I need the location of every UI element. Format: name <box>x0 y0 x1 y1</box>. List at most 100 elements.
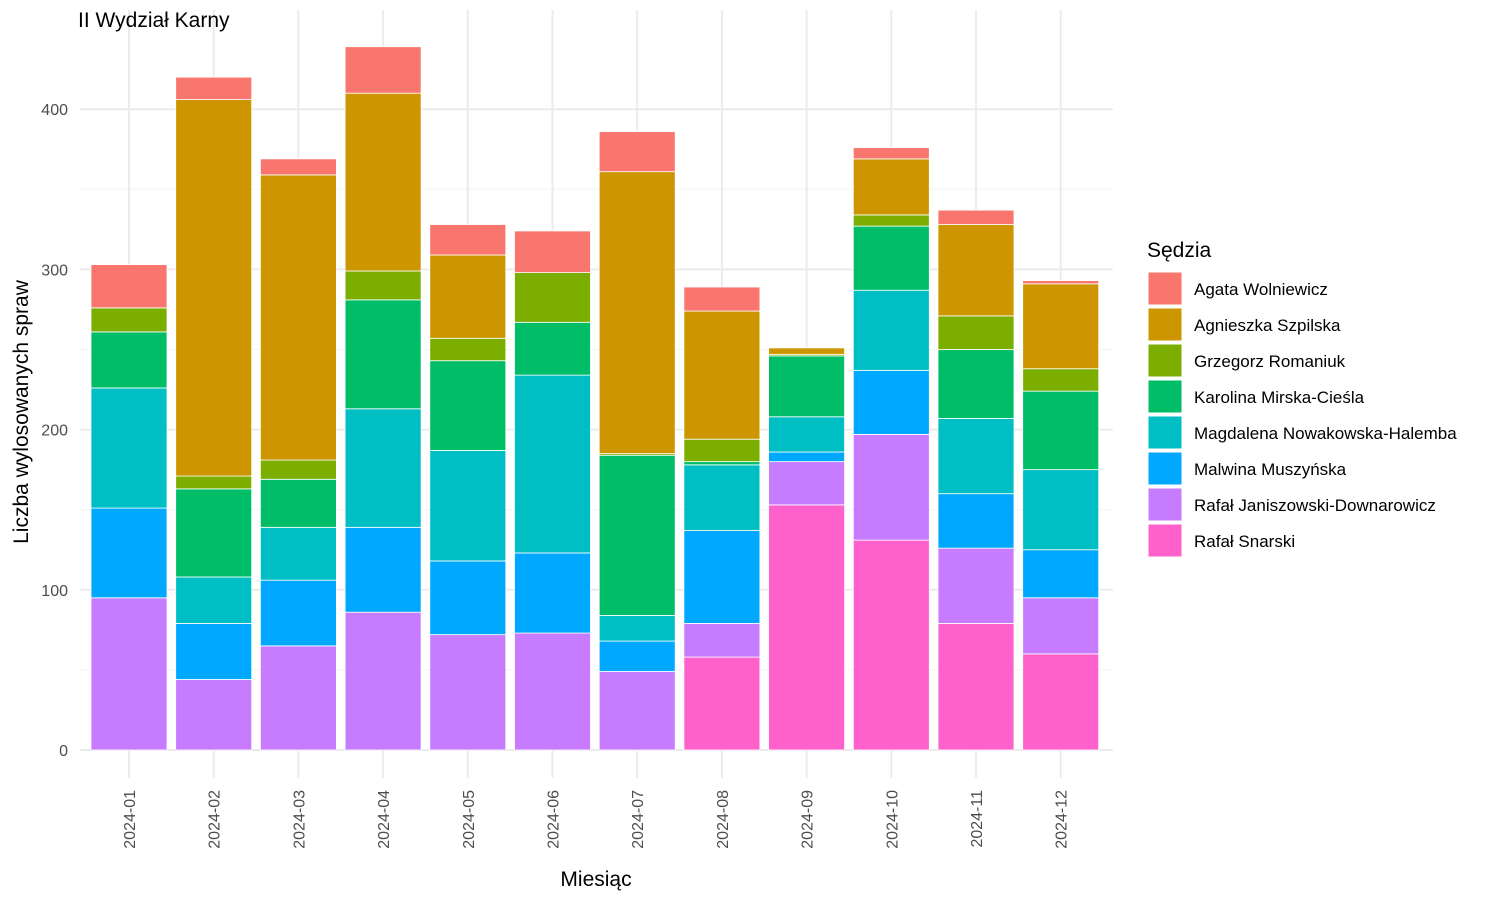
bar-segment: 2024-06 · Rafał Janiszowski-Downarowicz:… <box>514 632 591 751</box>
bar-segment: 2024-03 · Magdalena Nowakowska-Halemba: … <box>259 526 337 581</box>
bar-segment: 2024-11 · Karolina Mirska-Cieśla: 43 <box>937 349 1015 419</box>
legend-item: Agata Wolniewicz <box>1147 271 1328 306</box>
x-tick-label: 2024-08 <box>715 790 732 849</box>
y-tick-label: 200 <box>41 423 68 440</box>
bar-segment: 2024-01 · Magdalena Nowakowska-Halemba: … <box>90 387 168 509</box>
legend-swatch <box>1147 415 1183 450</box>
bar-segment: 2024-12 · Karolina Mirska-Cieśla: 49 <box>1022 390 1100 471</box>
bar-segment: 2024-12 · Grzegorz Romaniuk: 14 <box>1022 368 1100 392</box>
bar-segment: 2024-07 · Agnieszka Szpilska: 176 <box>598 171 676 455</box>
legend-item: Rafał Janiszowski-Downarowicz <box>1147 487 1436 522</box>
bar-segment: 2024-07 · Malwina Muszyńska: 19 <box>598 640 676 672</box>
bar-segment: 2024-08 · Grzegorz Romaniuk: 14 <box>683 438 761 463</box>
bar-segment: 2024-04 · Malwina Muszyńska: 53 <box>344 526 422 613</box>
bar-segment: 2024-09 · Karolina Mirska-Cieśla: 38 <box>768 355 845 418</box>
legend-swatch <box>1147 523 1183 558</box>
bar-segment: 2024-02 · Grzegorz Romaniuk: 8 <box>175 475 253 490</box>
bar-segment: 2024-07 · Rafał Janiszowski-Downarowicz:… <box>598 671 676 751</box>
bar-segment: 2024-07 · Magdalena Nowakowska-Halemba: … <box>598 615 676 642</box>
bar-segment: 2024-08 · Rafał Janiszowski-Downarowicz:… <box>683 623 761 658</box>
bar-segment: 2024-04 · Magdalena Nowakowska-Halemba: … <box>344 408 422 528</box>
x-tick-label: 2024-02 <box>207 790 224 849</box>
bar-segment: 2024-11 · Agata Wolniewicz: 9 <box>937 209 1015 225</box>
x-tick-label: 2024-01 <box>122 790 139 849</box>
legend-label: Rafał Janiszowski-Downarowicz <box>1194 496 1436 515</box>
bar-segment: 2024-12 · Agata Wolniewicz: 2 <box>1022 280 1100 285</box>
bar-segment: 2024-01 · Malwina Muszyńska: 56 <box>90 507 168 599</box>
bar-segment: 2024-01 · Grzegorz Romaniuk: 15 <box>90 307 168 333</box>
bar-segment: 2024-09 · Rafał Janiszowski-Downarowicz:… <box>768 461 845 506</box>
bar-segment: 2024-10 · Malwina Muszyńska: 40 <box>852 369 930 435</box>
bar-segment: 2024-03 · Malwina Muszyńska: 41 <box>259 579 337 647</box>
legend-item: Agnieszka Szpilska <box>1147 307 1341 342</box>
y-tick-label: 100 <box>41 583 68 600</box>
bar-segment: 2024-01 · Agata Wolniewicz: 27 <box>90 264 168 309</box>
bar-segment: 2024-12 · Magdalena Nowakowska-Halemba: … <box>1022 469 1100 551</box>
bar-segment: 2024-04 · Agnieszka Szpilska: 111 <box>344 92 422 272</box>
bar-segment: 2024-04 · Karolina Mirska-Cieśla: 68 <box>344 299 422 410</box>
x-tick-label: 2024-07 <box>630 790 647 849</box>
bar-segment: 2024-08 · Magdalena Nowakowska-Halemba: … <box>683 464 761 531</box>
bar-segment: 2024-01 · Karolina Mirska-Cieśla: 35 <box>90 331 168 389</box>
bar-segment: 2024-11 · Magdalena Nowakowska-Halemba: … <box>937 417 1015 495</box>
legend-title: Sędzia <box>1147 239 1212 262</box>
bar-segment: 2024-08 · Rafał Snarski: 58 <box>683 656 761 751</box>
bar-segment: 2024-04 · Agata Wolniewicz: 29 <box>344 46 422 94</box>
bar-segment: 2024-02 · Malwina Muszyńska: 35 <box>175 623 253 680</box>
bar-segment: 2024-11 · Agnieszka Szpilska: 57 <box>937 224 1015 317</box>
bar-segment: 2024-10 · Rafał Snarski: 131 <box>852 539 930 751</box>
legend-swatch <box>1147 307 1183 342</box>
y-axis-ticks: 0 100 200 300 400 <box>41 102 68 760</box>
bar-segment: 2024-09 · Agnieszka Szpilska: 4 <box>768 347 845 355</box>
bars: 2024-01 · Rafał Janiszowski-Downarowicz:… <box>90 46 1100 751</box>
bar-segment: 2024-08 · Agata Wolniewicz: 15 <box>683 286 761 312</box>
bar-segment: 2024-05 · Grzegorz Romaniuk: 14 <box>429 337 507 362</box>
bar-segment: 2024-05 · Magdalena Nowakowska-Halemba: … <box>429 450 507 562</box>
bar-segment: 2024-05 · Agnieszka Szpilska: 52 <box>429 254 507 339</box>
y-tick-label: 400 <box>41 102 68 119</box>
bar-segment: 2024-11 · Malwina Muszyńska: 34 <box>937 493 1015 549</box>
legend-swatch <box>1147 451 1183 486</box>
legend-swatch <box>1147 379 1183 414</box>
legend-item: Karolina Mirska-Cieśla <box>1147 379 1365 414</box>
bar-segment: 2024-10 · Agata Wolniewicz: 7 <box>852 147 930 160</box>
legend-items: Agata Wolniewicz Agnieszka Szpilska Grzego… <box>1147 271 1457 558</box>
bar-segment: 2024-06 · Magdalena Nowakowska-Halemba: … <box>514 374 591 554</box>
legend-label: Agnieszka Szpilska <box>1194 316 1341 335</box>
bar-segment: 2024-10 · Grzegorz Romaniuk: 7 <box>852 214 930 227</box>
y-tick-label: 0 <box>59 743 68 760</box>
bar-segment: 2024-10 · Agnieszka Szpilska: 35 <box>852 158 930 216</box>
bar-segment: 2024-05 · Malwina Muszyńska: 46 <box>429 560 507 636</box>
bar-segment: 2024-11 · Grzegorz Romaniuk: 21 <box>937 315 1015 350</box>
bar-segment: 2024-11 · Rafał Janiszowski-Downarowicz:… <box>937 547 1015 624</box>
legend-swatch <box>1147 343 1183 378</box>
y-tick-label: 300 <box>41 262 68 279</box>
bar-segment: 2024-02 · Agnieszka Szpilska: 235 <box>175 99 253 477</box>
bar-segment: 2024-12 · Rafał Janiszowski-Downarowicz:… <box>1022 597 1100 655</box>
legend: Sędzia Agata Wolniewicz Agnieszka Szpilsk… <box>1147 239 1457 558</box>
bar-segment: 2024-02 · Karolina Mirska-Cieśla: 55 <box>175 488 253 578</box>
y-axis-label: Liczba wylosowanych spraw <box>10 279 33 544</box>
bar-segment: 2024-06 · Malwina Muszyńska: 50 <box>514 552 591 634</box>
bar-segment: 2024-01 · Rafał Janiszowski-Downarowicz:… <box>90 597 168 751</box>
legend-swatch <box>1147 487 1183 522</box>
x-tick-label: 2024-03 <box>291 790 308 849</box>
x-tick-label: 2024-10 <box>884 790 901 849</box>
bar-segment: 2024-06 · Karolina Mirska-Cieśla: 33 <box>514 321 591 376</box>
bar-segment: 2024-02 · Agata Wolniewicz: 14 <box>175 76 253 100</box>
bar-segment: 2024-08 · Agnieszka Szpilska: 80 <box>683 310 761 440</box>
bar-segment: 2024-06 · Agata Wolniewicz: 26 <box>514 230 591 274</box>
bar-segment: 2024-05 · Karolina Mirska-Cieśla: 56 <box>429 360 507 451</box>
legend-swatch <box>1147 271 1183 306</box>
x-tick-label: 2024-09 <box>800 790 817 849</box>
bar-segment: 2024-03 · Agata Wolniewicz: 10 <box>259 158 337 176</box>
bar-segment: 2024-03 · Agnieszka Szpilska: 178 <box>259 174 337 461</box>
bar-segment: 2024-07 · Karolina Mirska-Cieśla: 100 <box>598 454 676 616</box>
bar-segment: 2024-08 · Malwina Muszyńska: 58 <box>683 530 761 624</box>
bar-segment: 2024-06 · Grzegorz Romaniuk: 31 <box>514 272 591 323</box>
x-axis-label: Miesiąc <box>560 868 631 891</box>
bar-segment: 2024-10 · Karolina Mirska-Cieśla: 40 <box>852 225 930 291</box>
x-axis-ticks: 2024-01 2024-02 2024-03 2024-04 2024-05 2024-… <box>122 790 1071 849</box>
bar-segment: 2024-09 · Rafał Snarski: 153 <box>768 504 845 751</box>
